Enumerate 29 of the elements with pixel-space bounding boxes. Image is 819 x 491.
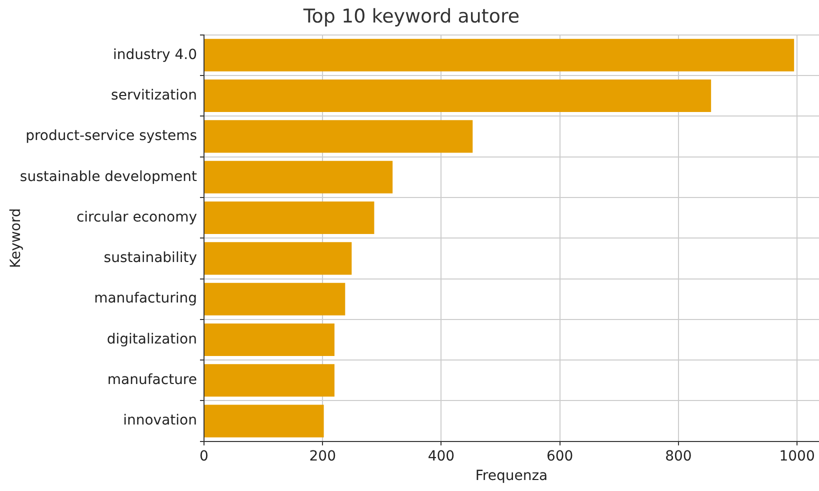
y-tick-label: industry 4.0 <box>112 46 197 63</box>
y-tick-label: servitization <box>111 87 197 104</box>
x-axis-title: Frequenza <box>475 468 548 484</box>
x-tick-label: 1000 <box>779 448 815 464</box>
x-tick-label: 800 <box>665 448 692 464</box>
chart-title: Top 10 keyword autore <box>302 5 520 28</box>
bar <box>204 242 352 275</box>
bar <box>204 38 794 72</box>
bar <box>204 160 393 194</box>
y-tick-label: circular economy <box>76 209 197 226</box>
y-tick-label: sustainability <box>104 250 197 266</box>
bar <box>204 404 324 438</box>
y-tick-label: sustainable development <box>20 168 198 185</box>
bar <box>204 282 346 316</box>
y-tick-label: manufacture <box>107 372 197 388</box>
bar <box>204 80 712 112</box>
y-tick-label: product-service systems <box>26 128 197 144</box>
y-tick-label: manufacturing <box>94 290 197 307</box>
y-axis-title: Keyword <box>8 208 24 268</box>
y-tick-label: digitalization <box>106 331 197 348</box>
bar <box>204 364 334 397</box>
x-tick-label: 600 <box>546 448 574 464</box>
x-tick-label: 400 <box>428 448 455 464</box>
bar <box>204 120 473 153</box>
x-tick-label: 0 <box>200 448 208 464</box>
bar <box>204 323 334 356</box>
x-tick-label: 200 <box>309 448 336 464</box>
bar <box>204 202 374 234</box>
y-tick-label: innovation <box>123 412 197 429</box>
